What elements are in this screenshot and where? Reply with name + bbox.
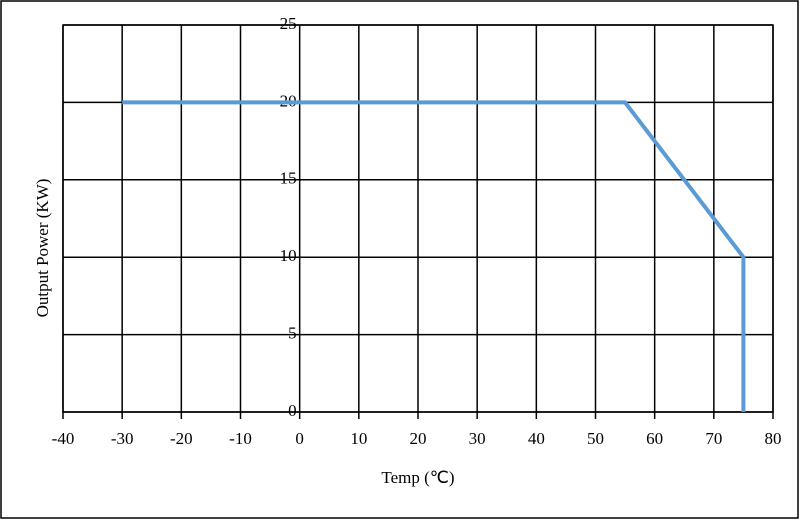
y-axis-label: Output Power (KW) <box>33 179 52 318</box>
x-tick-label: 50 <box>587 429 604 448</box>
x-axis-label: Temp (℃) <box>381 468 454 487</box>
y-tick-label: 10 <box>280 246 297 265</box>
x-tick-label: 60 <box>646 429 663 448</box>
x-tick-label: -10 <box>229 429 252 448</box>
y-tick-label: 5 <box>288 324 297 343</box>
x-tick-label: -30 <box>111 429 134 448</box>
x-tick-label: 10 <box>350 429 367 448</box>
x-tick-label: 80 <box>765 429 782 448</box>
x-tick-label: -40 <box>52 429 75 448</box>
x-tick-label: 20 <box>410 429 427 448</box>
x-tick-label: 70 <box>705 429 722 448</box>
plot-border <box>62 24 774 413</box>
y-tick-label: 25 <box>280 14 297 33</box>
x-tick-label: 40 <box>528 429 545 448</box>
x-tick-label: 0 <box>295 429 304 448</box>
x-tick-label: 30 <box>469 429 486 448</box>
x-tick-label: -20 <box>170 429 193 448</box>
y-tick-label: 0 <box>288 401 297 420</box>
y-tick-label: 15 <box>280 169 297 188</box>
data-line <box>122 100 746 412</box>
